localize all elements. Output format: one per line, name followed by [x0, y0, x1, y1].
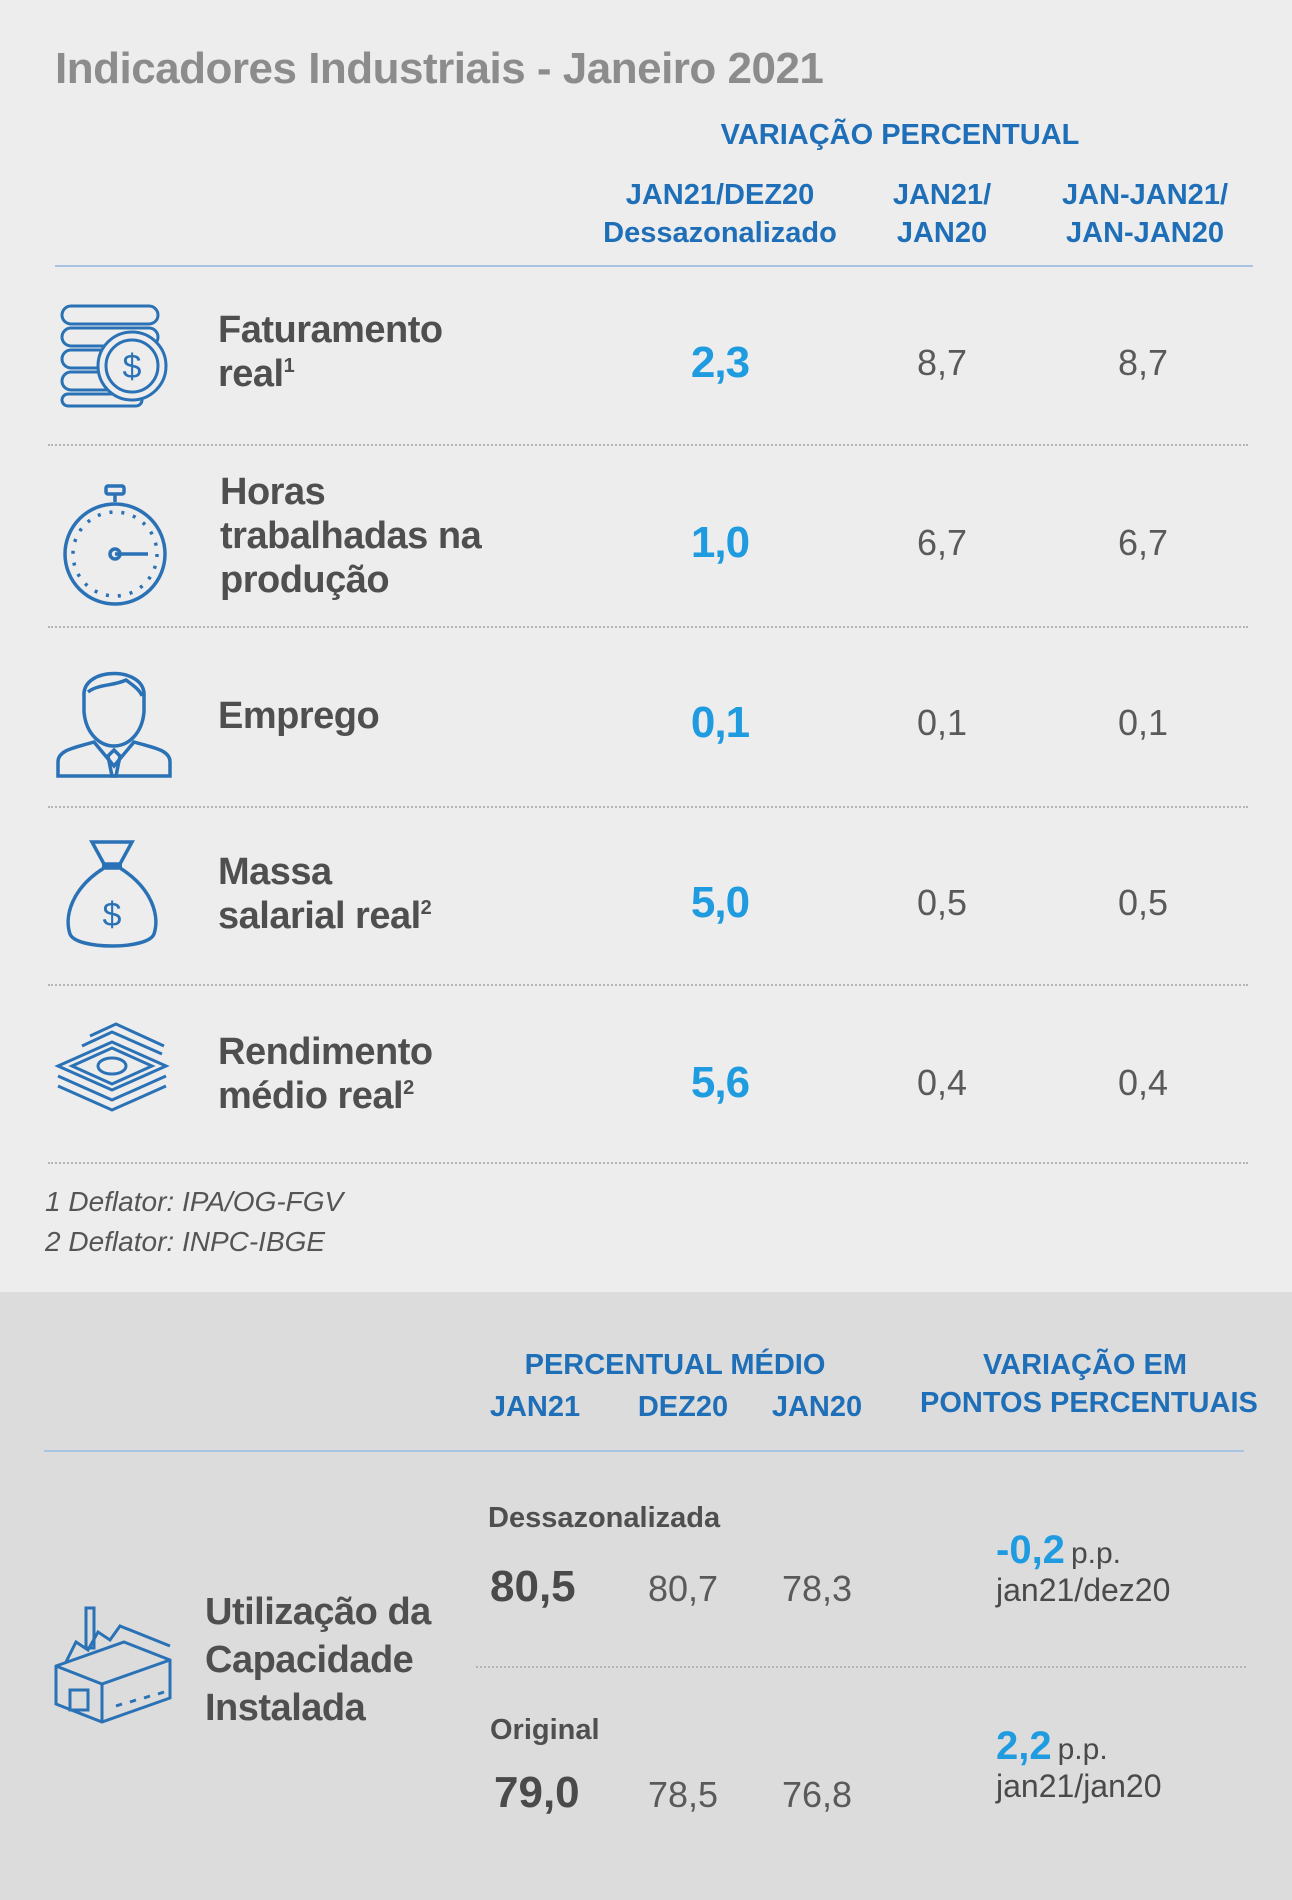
row-label-massa: Massa salarial real2	[218, 850, 432, 938]
value-orig-jan21: 79,0	[494, 1768, 580, 1817]
col-header-2-line1: JAN21/	[892, 179, 992, 211]
capacity-label-line: Instalada	[205, 1687, 366, 1729]
group-header-variacao-pp-line2: PONTOS PERCENTUAIS	[920, 1387, 1258, 1419]
svg-text:$: $	[103, 896, 122, 934]
col-header-1-line1: JAN21/DEZ20	[625, 179, 815, 211]
col-header-3-line1: JAN-JAN21/	[1062, 179, 1228, 211]
row-divider	[48, 984, 1248, 986]
col-header-1-line2: Dessazonalizado	[603, 217, 837, 249]
cash-stack-icon	[52, 1016, 172, 1116]
footnote-2: 2 Deflator: INPC-IBGE	[45, 1226, 326, 1257]
row-label-horas: Horas trabalhadas na produção	[220, 470, 482, 602]
stopwatch-icon	[60, 484, 170, 606]
group-header-variacao-pp-line1: VARIAÇÃO EM	[982, 1349, 1188, 1381]
capacity-label: Utilização da Capacidade Instalada	[205, 1588, 431, 1732]
row-label-line: Rendimento	[218, 1031, 433, 1073]
row-label-line: trabalhadas na	[220, 515, 482, 557]
value-orig-jan20: 76,8	[782, 1774, 853, 1815]
pp-orig-unit: p.p.	[1057, 1733, 1108, 1766]
row-label-line: real1	[218, 353, 295, 395]
header-rule	[55, 265, 1253, 267]
value-horas-mom: 1,0	[690, 518, 750, 567]
col-header-1: JAN21/DEZ20 Dessazonalizado	[590, 176, 850, 252]
row-label-line: médio real2	[218, 1075, 414, 1117]
row-label-line: Horas	[220, 471, 326, 513]
money-bag-icon: $	[62, 838, 162, 956]
col-header-dez20: DEZ20	[637, 1391, 729, 1423]
col-header-2-line2: JAN20	[896, 217, 988, 249]
svg-text:$: $	[123, 348, 142, 386]
group-header-variacao: VARIAÇÃO PERCENTUAL	[720, 119, 1080, 151]
row-label-faturamento: Faturamento real1	[218, 308, 443, 396]
page-title: Indicadores Industriais - Janeiro 2021	[55, 44, 824, 93]
col-header-2: JAN21/ JAN20	[852, 176, 1032, 252]
row-label-rendimento: Rendimento médio real2	[218, 1030, 433, 1118]
bottom-header-rule	[44, 1450, 1244, 1452]
value-rendimento-mom: 5,6	[690, 1058, 750, 1107]
row-label-line: Massa	[218, 851, 332, 893]
value-horas-ytd: 6,7	[1117, 522, 1169, 563]
businessman-icon	[54, 652, 174, 780]
group-header-variacao-pp: VARIAÇÃO EM PONTOS PERCENTUAIS	[920, 1346, 1258, 1422]
value-massa-yoy: 0,5	[916, 882, 968, 923]
value-dess-dez20: 80,7	[648, 1568, 719, 1609]
value-emprego-ytd: 0,1	[1117, 702, 1169, 743]
value-massa-mom: 5,0	[690, 878, 750, 927]
pp-orig-period: jan21/jan20	[996, 1768, 1162, 1804]
col-header-jan21: JAN21	[489, 1391, 581, 1423]
value-dess-jan21: 80,5	[490, 1562, 576, 1611]
row-label-line: salarial real2	[218, 895, 432, 937]
factory-icon	[52, 1602, 174, 1724]
pp-dess-value: -0,2	[996, 1528, 1065, 1572]
group-header-percentual-medio: PERCENTUAL MÉDIO	[524, 1349, 826, 1381]
value-rendimento-ytd: 0,4	[1117, 1062, 1169, 1103]
value-faturamento-mom: 2,3	[690, 338, 750, 387]
col-header-3: JAN-JAN21/ JAN-JAN20	[1040, 176, 1250, 252]
value-emprego-yoy: 0,1	[916, 702, 968, 743]
row-label-line: produção	[220, 559, 390, 601]
value-rendimento-yoy: 0,4	[916, 1062, 968, 1103]
pp-dess-period: jan21/dez20	[996, 1572, 1171, 1608]
sublabel-original: Original	[490, 1714, 600, 1746]
row-label-emprego: Emprego	[218, 694, 380, 738]
value-faturamento-ytd: 8,7	[1117, 342, 1169, 383]
row-divider	[48, 626, 1248, 628]
value-orig-dez20: 78,5	[648, 1774, 719, 1815]
capacity-label-line: Utilização da	[205, 1591, 431, 1633]
value-massa-ytd: 0,5	[1117, 882, 1169, 923]
value-dess-jan20: 78,3	[782, 1568, 853, 1609]
pp-orig: 2,2 p.p.	[996, 1724, 1108, 1769]
row-label-line: Emprego	[218, 695, 380, 737]
row-divider	[476, 1666, 1246, 1668]
value-faturamento-yoy: 8,7	[916, 342, 968, 383]
pp-dess-unit: p.p.	[1070, 1537, 1121, 1570]
capacity-section: PERCENTUAL MÉDIO JAN21 DEZ20 JAN20 VARIA…	[0, 1292, 1292, 1900]
col-header-3-line2: JAN-JAN20	[1066, 217, 1224, 249]
row-divider	[48, 806, 1248, 808]
coins-dollar-icon: $	[58, 300, 173, 410]
value-horas-yoy: 6,7	[916, 522, 968, 563]
col-header-jan20: JAN20	[771, 1391, 863, 1423]
pp-orig-value: 2,2	[996, 1724, 1052, 1768]
capacity-label-line: Capacidade	[205, 1639, 414, 1681]
pp-dess: -0,2 p.p.	[996, 1528, 1121, 1573]
sublabel-dessazonalizada: Dessazonalizada	[488, 1502, 721, 1534]
row-label-line: Faturamento	[218, 309, 443, 351]
row-divider	[48, 444, 1248, 446]
value-emprego-mom: 0,1	[690, 698, 750, 747]
row-divider	[48, 1162, 1248, 1164]
footnote-1: 1 Deflator: IPA/OG-FGV	[45, 1186, 344, 1217]
